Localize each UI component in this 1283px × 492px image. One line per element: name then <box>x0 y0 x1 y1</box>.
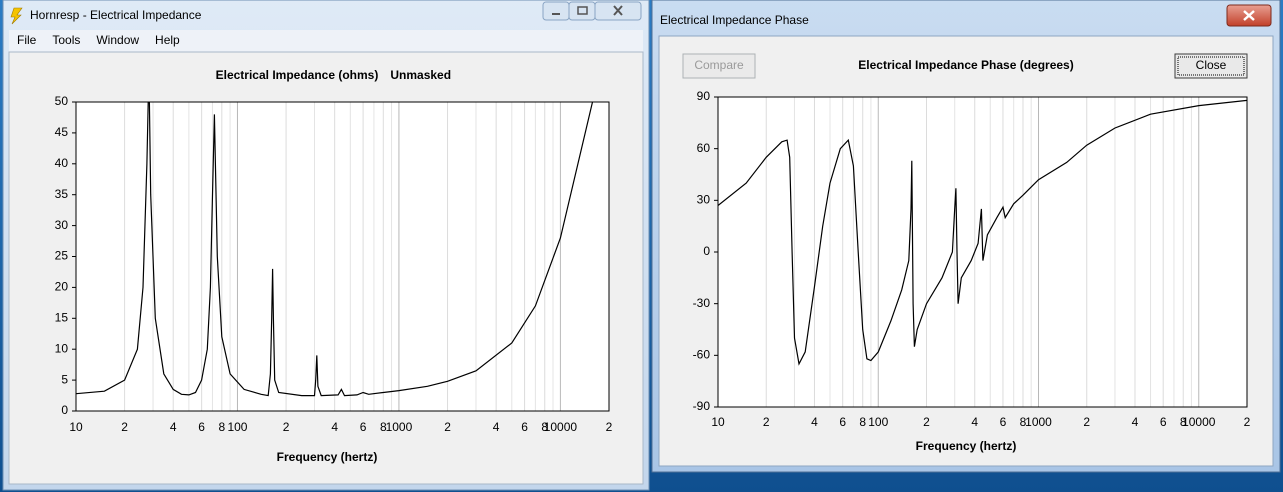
y-tick-label: 0 <box>61 403 68 417</box>
x-tick-label: 8 <box>380 420 387 434</box>
focus-rect <box>1177 56 1245 76</box>
x-tick-label: 8 <box>1020 415 1027 429</box>
x-tick-label: 10000 <box>1182 415 1216 429</box>
y-tick-label: 10 <box>55 341 69 355</box>
x-tick-label: 6 <box>1000 415 1007 429</box>
x-tick-label: 2 <box>283 420 290 434</box>
y-tick-label: -60 <box>693 348 711 362</box>
chart-title: Electrical Impedance Phase (degrees) <box>858 58 1073 72</box>
chart-title: Electrical Impedance (ohms) <box>216 68 379 82</box>
y-tick-label: 20 <box>55 280 69 294</box>
y-tick-label: 30 <box>55 218 69 232</box>
x-tick-label: 2 <box>763 415 770 429</box>
close-button-label: Close <box>1196 58 1227 72</box>
x-tick-label: 2 <box>606 420 613 434</box>
x-tick-label: 8 <box>218 420 225 434</box>
close-dialog-button[interactable] <box>1174 53 1248 79</box>
x-tick-label: 8 <box>1180 415 1187 429</box>
x-tick-label: 4 <box>170 420 177 434</box>
close-icon <box>1243 10 1255 21</box>
x-tick-label: 6 <box>521 420 528 434</box>
minimize-button[interactable] <box>542 1 570 21</box>
window-title: Electrical Impedance Phase <box>660 13 809 27</box>
x-tick-label: 8 <box>541 420 548 434</box>
x-tick-label: 10000 <box>544 420 578 434</box>
compare-button-label: Compare <box>694 58 744 72</box>
x-tick-label: 10 <box>711 415 725 429</box>
data-line <box>76 102 594 397</box>
x-tick-label: 4 <box>331 420 338 434</box>
x-tick-label: 2 <box>121 420 128 434</box>
x-tick-label: 2 <box>1083 415 1090 429</box>
maximize-button[interactable] <box>568 1 596 21</box>
x-tick-label: 10 <box>69 420 83 434</box>
y-tick-label: -30 <box>693 296 711 310</box>
plot-area <box>76 102 609 411</box>
close-icon <box>613 5 623 16</box>
chart-subtitle: Unmasked <box>390 68 451 82</box>
x-axis-label: Frequency (hertz) <box>916 439 1017 453</box>
x-tick-label: 4 <box>493 420 500 434</box>
y-tick-label: -90 <box>693 399 711 413</box>
x-tick-label: 4 <box>971 415 978 429</box>
app-icon <box>10 7 23 25</box>
compare-button[interactable] <box>682 53 756 79</box>
x-tick-label: 100 <box>227 420 247 434</box>
plot-border <box>75 101 610 412</box>
x-tick-label: 4 <box>1132 415 1139 429</box>
x-tick-label: 1000 <box>1025 415 1052 429</box>
x-tick-label: 1000 <box>386 420 413 434</box>
x-tick-label: 6 <box>360 420 367 434</box>
window-title: Hornresp - Electrical Impedance <box>30 8 202 22</box>
menu-bar <box>9 30 643 52</box>
y-tick-label: 90 <box>697 89 711 103</box>
data-line <box>718 99 1247 366</box>
y-tick-label: 60 <box>697 141 711 155</box>
y-tick-label: 5 <box>61 372 68 386</box>
x-axis-label: Frequency (hertz) <box>277 450 378 464</box>
menu-item[interactable]: Tools <box>52 33 80 47</box>
y-tick-label: 35 <box>55 187 69 201</box>
x-tick-label: 6 <box>198 420 205 434</box>
menu-item[interactable]: Window <box>96 33 139 47</box>
y-tick-label: 45 <box>55 125 69 139</box>
menu-item[interactable]: File <box>17 33 37 47</box>
x-tick-label: 2 <box>444 420 451 434</box>
window-buttons[interactable] <box>542 1 642 21</box>
plot-border <box>717 96 1248 408</box>
x-tick-label: 2 <box>923 415 930 429</box>
y-tick-label: 30 <box>697 193 711 207</box>
menu-item[interactable]: Help <box>155 33 180 47</box>
x-tick-label: 100 <box>868 415 888 429</box>
y-tick-label: 50 <box>55 94 69 108</box>
maximize-icon <box>577 6 588 15</box>
y-tick-label: 15 <box>55 310 69 324</box>
x-tick-label: 2 <box>1244 415 1251 429</box>
y-tick-label: 40 <box>55 156 69 170</box>
x-tick-label: 6 <box>839 415 846 429</box>
x-tick-label: 8 <box>859 415 866 429</box>
y-tick-label: 0 <box>703 244 710 258</box>
x-tick-label: 4 <box>811 415 818 429</box>
x-tick-label: 6 <box>1160 415 1167 429</box>
y-tick-label: 25 <box>55 249 69 263</box>
